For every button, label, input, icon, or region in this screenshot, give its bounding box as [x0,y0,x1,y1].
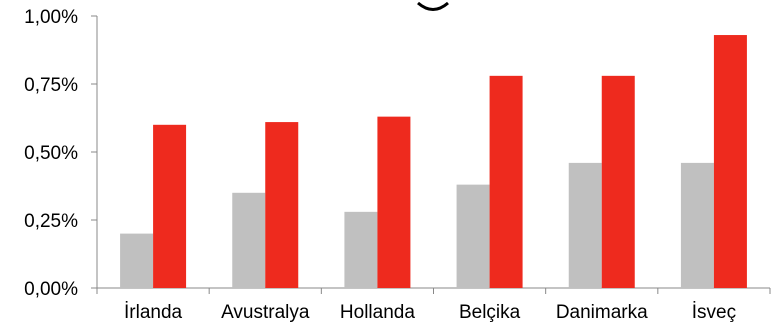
bar-series-2-0 [153,124,187,288]
x-tick-label: Hollanda [340,302,415,323]
y-tick-label: 0,50% [24,143,78,164]
bar-series-1-1 [232,192,266,288]
bar-layer [120,35,747,288]
x-tick-label: İrlanda [124,302,183,323]
bar-series-1-2 [344,211,378,288]
y-tick-label: 0,25% [24,211,78,232]
bar-series-2-5 [713,35,747,288]
label-layer: 0,00% 0,25% 0,50% 0,75% 1,00% İrlanda Avustral… [24,7,736,323]
y-tick-label: 0,00% [24,279,78,300]
bar-series-2-2 [377,116,411,288]
decor-layer [417,1,449,11]
x-tick-label: İsveç [692,302,736,323]
x-tick-label: Danimarka [556,302,648,323]
y-tick-label: 1,00% [24,7,78,28]
decorative-arc [417,1,449,11]
bar-series-1-0 [120,233,154,288]
x-tick-label: Avustralya [221,302,310,323]
x-tick-label: Belçika [459,302,521,323]
bar-series-2-1 [265,122,299,288]
axis-layer [91,15,771,294]
bar-series-2-3 [489,75,523,288]
bar-series-1-4 [568,162,602,288]
bar-series-1-5 [680,162,714,288]
y-tick-label: 0,75% [24,75,78,96]
bar-series-1-3 [456,184,490,288]
bar-series-2-4 [601,75,635,288]
